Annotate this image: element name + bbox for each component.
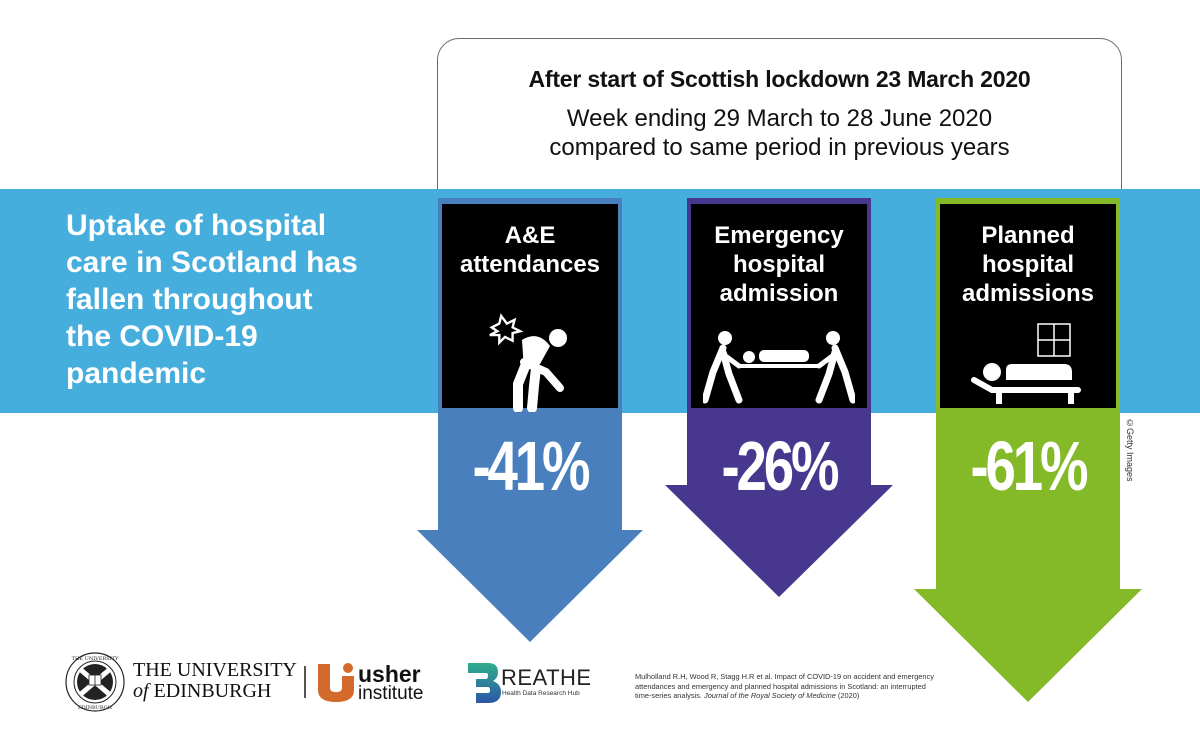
planned-panel: Planned hospital admissions — [936, 200, 1120, 412]
svg-text:EDINBURGH: EDINBURGH — [78, 705, 113, 711]
usher-line1: usher — [358, 661, 421, 687]
emergency-percent-change: -26% — [721, 427, 839, 505]
ae-arrow: A&E attendances -41% — [416, 198, 644, 644]
emergency-arrow: Emergency hospital admission -26% — [665, 198, 893, 598]
headline-line: care in Scotland has — [66, 246, 358, 279]
citation-year: (2020) — [835, 691, 860, 700]
svg-text:THE UNIVERSITY: THE UNIVERSITY — [72, 656, 119, 662]
citation-journal: Journal of the Royal Society of Medicine — [704, 691, 836, 700]
headline-line: fallen throughout — [66, 283, 313, 316]
panel-label-line: admissions — [961, 280, 1095, 307]
planned-label: Planned hospital admissions — [940, 221, 1116, 308]
headline-line: the COVID-19 — [66, 320, 258, 353]
headline-text: Uptake of hospital care in Scotland has … — [66, 207, 426, 392]
getty-credit: ©Getty Images — [1125, 418, 1135, 482]
header-title: After start of Scottish lockdown 23 Marc… — [528, 66, 1031, 92]
header-subtitle: Week ending 29 March to 28 June 2020 com… — [437, 104, 1122, 162]
usher-institute-wordmark: usher institute — [358, 661, 424, 704]
planned-percent-change: -61% — [970, 427, 1088, 505]
planned-arrow: Planned hospital admissions -61% — [914, 198, 1142, 704]
logo-divider — [304, 666, 306, 698]
stretcher-carry-icon — [703, 331, 855, 404]
panel-label-line: Planned — [981, 222, 1075, 249]
header-box — [437, 38, 1122, 218]
panel-label-line: attendances — [459, 251, 601, 278]
ae-percent-change: -41% — [472, 427, 590, 505]
uoe-line2: EDINBURGH — [148, 680, 272, 702]
header-subtitle-line2: compared to same period in previous year… — [549, 134, 1010, 161]
citation-main: Mulholland R.H, Wood R, Stagg H.R et al.… — [635, 672, 934, 700]
panel-label-line: Emergency — [714, 222, 844, 249]
headline-line: pandemic — [66, 357, 207, 390]
usher-line2: institute — [358, 683, 424, 704]
emergency-label: Emergency hospital admission — [691, 221, 867, 308]
breathe-wordmark: REATHE — [501, 665, 592, 690]
breathe-subtitle: Health Data Research Hub — [502, 690, 580, 697]
panel-label-line: hospital — [981, 251, 1074, 278]
uoe-of: of — [133, 680, 149, 702]
ae-panel: A&E attendances — [438, 200, 622, 412]
header-subtitle-line1: Week ending 29 March to 28 June 2020 — [566, 105, 993, 132]
uoe-line1: THE UNIVERSITY — [133, 659, 297, 681]
hospital-bed-icon — [971, 323, 1081, 404]
panel-label-line: hospital — [732, 251, 825, 278]
ae-label: A&E attendances — [442, 221, 618, 279]
panel-label-line: A&E — [504, 222, 556, 249]
university-of-edinburgh-wordmark: THE UNIVERSITY of EDINBURGH — [133, 660, 297, 702]
person-back-pain-icon — [489, 313, 567, 412]
breathe-logo-icon — [468, 663, 501, 703]
usher-logo-icon — [318, 663, 354, 702]
panel-label-line: admission — [719, 280, 839, 307]
headline-line: Uptake of hospital — [66, 209, 327, 242]
university-crest-icon: THE UNIVERSITY EDINBURGH — [65, 652, 125, 712]
emergency-panel: Emergency hospital admission — [687, 200, 871, 412]
citation: Mulholland R.H, Wood R, Stagg H.R et al.… — [635, 672, 935, 701]
